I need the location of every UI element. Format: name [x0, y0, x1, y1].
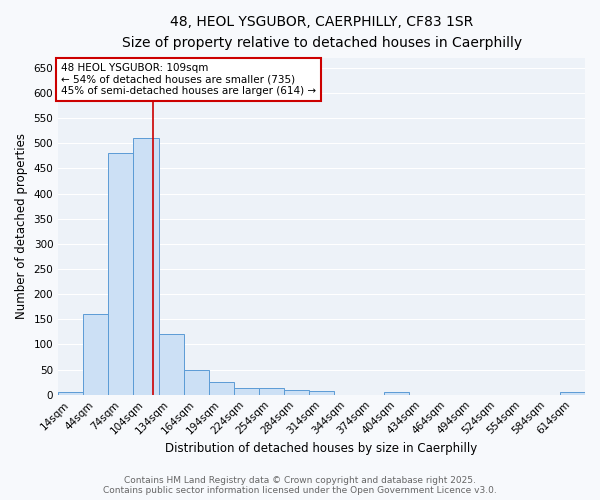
Bar [133, 138, 158, 394]
Bar [259, 388, 284, 394]
Bar [209, 382, 234, 394]
Bar [109, 154, 133, 394]
Bar [158, 334, 184, 394]
Text: Contains HM Land Registry data © Crown copyright and database right 2025.
Contai: Contains HM Land Registry data © Crown c… [103, 476, 497, 495]
Bar [309, 391, 334, 394]
Y-axis label: Number of detached properties: Number of detached properties [15, 133, 28, 319]
Bar [184, 370, 209, 394]
Bar [560, 392, 585, 394]
Bar [83, 314, 109, 394]
Title: 48, HEOL YSGUBOR, CAERPHILLY, CF83 1SR
Size of property relative to detached hou: 48, HEOL YSGUBOR, CAERPHILLY, CF83 1SR S… [122, 15, 521, 50]
Bar [385, 392, 409, 394]
X-axis label: Distribution of detached houses by size in Caerphilly: Distribution of detached houses by size … [166, 442, 478, 455]
Bar [284, 390, 309, 394]
Bar [234, 388, 259, 394]
Bar [58, 392, 83, 394]
Text: 48 HEOL YSGUBOR: 109sqm
← 54% of detached houses are smaller (735)
45% of semi-d: 48 HEOL YSGUBOR: 109sqm ← 54% of detache… [61, 63, 316, 96]
